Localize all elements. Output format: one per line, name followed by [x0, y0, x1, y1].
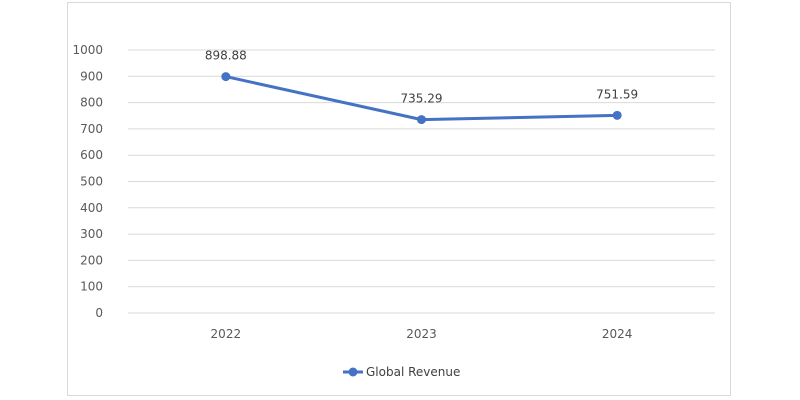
x-tick-label-2023: 2023 — [406, 327, 437, 341]
x-tick-label-2024: 2024 — [602, 327, 633, 341]
x-tick-label-2022: 2022 — [211, 327, 242, 341]
series-global-revenue — [221, 72, 622, 125]
y-tick-label-300: 300 — [80, 227, 103, 241]
legend-point-marker — [348, 367, 358, 377]
y-tick-label-200: 200 — [80, 253, 103, 267]
data-label-2022: 898.88 — [205, 49, 247, 63]
y-tick-label-600: 600 — [80, 148, 103, 162]
data-label-2024: 751.59 — [596, 87, 638, 101]
legend: Global Revenue — [343, 365, 460, 379]
data-point-2024 — [612, 110, 622, 120]
y-tick-label-1000: 1000 — [72, 43, 103, 57]
data-label-2023: 735.29 — [401, 92, 443, 106]
y-tick-label-100: 100 — [80, 280, 103, 294]
data-point-2023 — [417, 115, 426, 125]
legend-label-global-revenue: Global Revenue — [366, 365, 460, 379]
y-tick-label-800: 800 — [80, 96, 103, 110]
data-labels: 898.88 735.29 751.59 — [205, 49, 638, 106]
y-tick-label-900: 900 — [80, 69, 103, 83]
y-tick-label-400: 400 — [80, 201, 103, 215]
y-tick-label-500: 500 — [80, 175, 103, 189]
y-tick-label-0: 0 — [95, 306, 103, 320]
x-axis-tick-labels: 2022 2023 2024 — [211, 327, 633, 341]
y-axis-tick-labels: 0 100 200 300 400 500 600 700 800 900 1000 — [72, 43, 103, 320]
y-tick-label-700: 700 — [80, 122, 103, 136]
data-point-2022 — [221, 72, 231, 82]
chart-frame — [67, 2, 731, 396]
